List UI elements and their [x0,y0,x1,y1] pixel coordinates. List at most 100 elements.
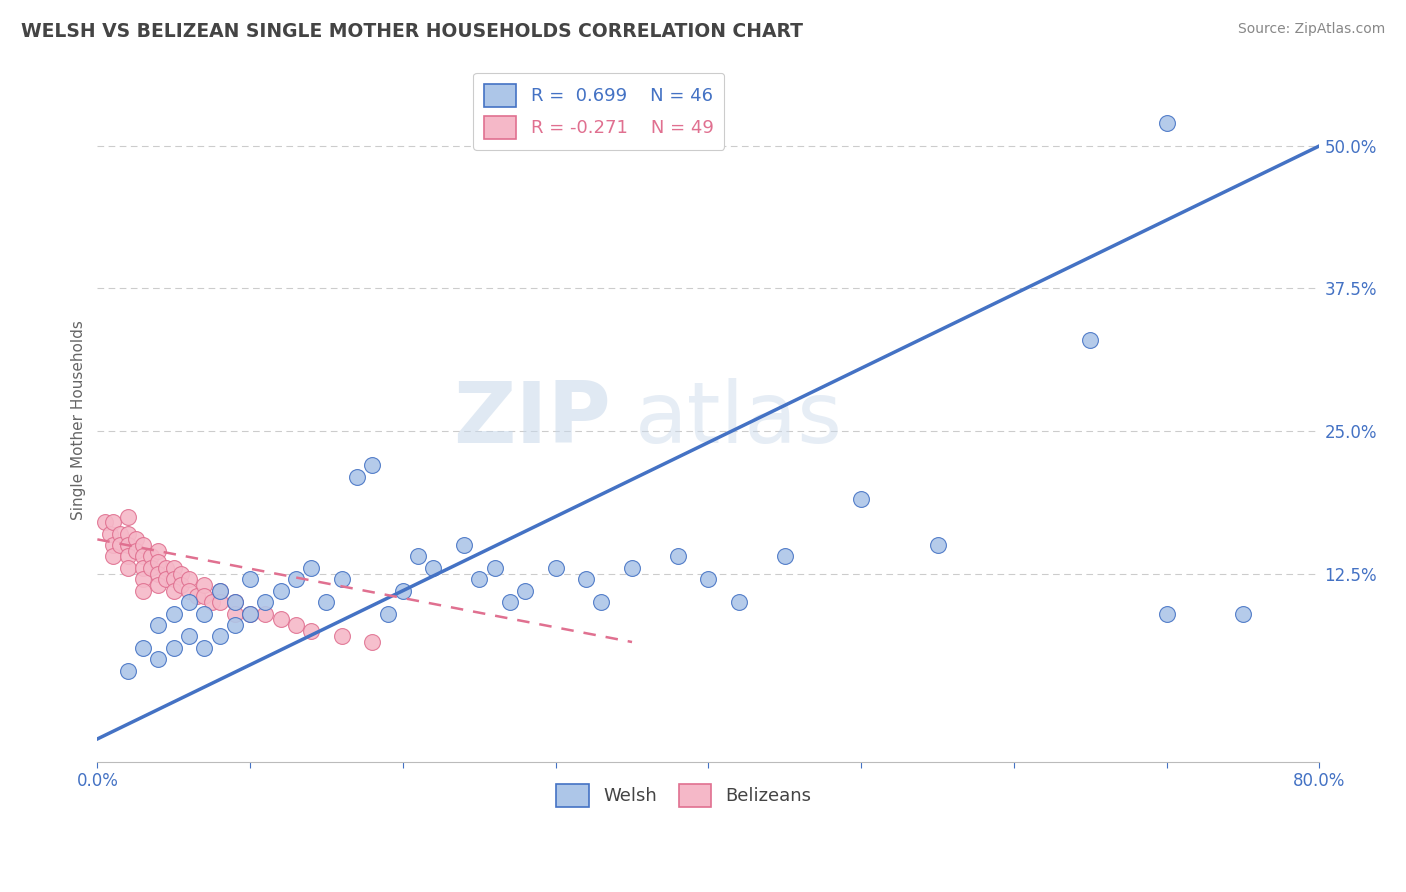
Point [163,572,186,586]
Point [1078,333,1101,347]
Point [193,607,215,621]
Point [1232,607,1254,621]
Point [110,526,132,541]
Point [208,629,231,643]
Point [499,595,522,609]
Point [132,549,155,564]
Point [148,566,170,581]
Point [117,549,139,564]
Point [193,640,215,655]
Point [163,640,186,655]
Point [591,595,613,609]
Point [98,526,121,541]
Point [101,538,124,552]
Point [117,526,139,541]
Point [330,572,353,586]
Point [239,607,262,621]
Point [239,607,262,621]
Point [361,635,384,649]
Point [513,583,536,598]
Point [284,618,307,632]
Text: WELSH VS BELIZEAN SINGLE MOTHER HOUSEHOLDS CORRELATION CHART: WELSH VS BELIZEAN SINGLE MOTHER HOUSEHOL… [21,22,803,41]
Point [346,469,368,483]
Point [224,618,246,632]
Point [254,607,277,621]
Point [361,458,384,473]
Point [773,549,796,564]
Point [155,572,177,586]
Point [132,561,155,575]
Point [117,664,139,678]
Point [315,595,337,609]
Point [186,590,208,604]
Text: atlas: atlas [636,378,844,461]
Point [299,561,322,575]
Point [697,572,720,586]
Point [544,561,567,575]
Point [117,509,139,524]
Point [468,572,491,586]
Point [110,538,132,552]
Point [849,492,872,507]
Text: Source: ZipAtlas.com: Source: ZipAtlas.com [1237,22,1385,37]
Point [406,549,429,564]
Point [132,583,155,598]
Y-axis label: Single Mother Households: Single Mother Households [72,319,86,519]
Point [453,538,475,552]
Point [1156,116,1178,130]
Point [254,595,277,609]
Point [148,543,170,558]
Point [124,543,146,558]
Point [193,578,215,592]
Point [170,566,193,581]
Point [392,583,415,598]
Point [728,595,751,609]
Point [170,578,193,592]
Point [177,595,200,609]
Point [139,549,162,564]
Point [208,583,231,598]
Point [208,583,231,598]
Point [132,538,155,552]
Point [666,549,689,564]
Point [1156,607,1178,621]
Point [927,538,949,552]
Point [148,652,170,666]
Point [117,538,139,552]
Point [484,561,506,575]
Point [117,561,139,575]
Point [224,607,246,621]
Point [177,583,200,598]
Point [177,629,200,643]
Point [422,561,444,575]
Point [177,572,200,586]
Point [377,607,399,621]
Point [193,590,215,604]
Point [155,561,177,575]
Point [575,572,598,586]
Point [148,618,170,632]
Point [299,624,322,638]
Point [330,629,353,643]
Legend: Welsh, Belizeans: Welsh, Belizeans [550,777,818,814]
Point [148,555,170,569]
Point [208,595,231,609]
Point [284,572,307,586]
Point [139,561,162,575]
Text: ZIP: ZIP [453,378,610,461]
Point [101,549,124,564]
Point [201,595,224,609]
Point [94,515,117,529]
Point [163,607,186,621]
Point [224,595,246,609]
Point [621,561,644,575]
Point [132,572,155,586]
Point [101,515,124,529]
Point [270,612,292,626]
Point [163,561,186,575]
Point [270,583,292,598]
Point [124,533,146,547]
Point [239,572,262,586]
Point [132,640,155,655]
Point [148,578,170,592]
